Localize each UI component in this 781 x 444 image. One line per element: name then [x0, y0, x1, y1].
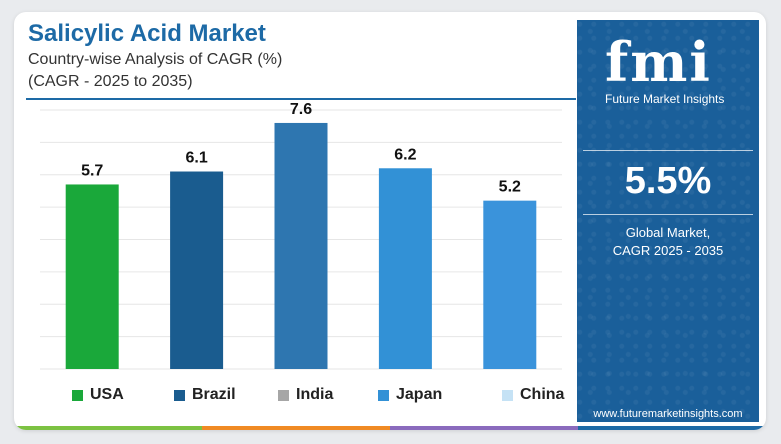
bar-usa	[65, 184, 119, 369]
header-divider	[26, 98, 576, 100]
data-label-china: 5.2	[499, 179, 521, 196]
website-link[interactable]: www.futuremarketinsights.com	[593, 408, 743, 420]
chart-card: Salicylic Acid Market Country-wise Analy…	[14, 12, 766, 430]
chart-legend: USA Brazil India Japan China	[72, 386, 582, 404]
bar-india	[274, 122, 328, 369]
legend-label: Brazil	[192, 386, 236, 403]
legend-item-brazil: Brazil	[174, 386, 278, 404]
legend-label: USA	[90, 386, 124, 403]
panel-texture	[577, 20, 759, 422]
brand-logo: fmi Future Market Insights	[587, 30, 749, 110]
global-cagr-label: Global Market, CAGR 2025 - 2035	[577, 224, 759, 260]
global-cagr-value: 5.5%	[624, 160, 712, 202]
logo-tagline: Future Market Insights	[605, 92, 725, 106]
legend-swatch	[72, 389, 83, 401]
data-label-usa: 5.7	[81, 162, 103, 179]
strip-segment-4	[578, 426, 766, 430]
legend-swatch	[378, 389, 389, 401]
global-cagr-label-line1: Global Market,	[625, 225, 711, 240]
global-cagr-label-line2: CAGR 2025 - 2035	[612, 243, 724, 258]
legend-swatch	[174, 389, 185, 401]
bar-japan	[378, 168, 432, 369]
bar-chart: 5.7 6.1 7.6 6.2 5.2	[40, 101, 562, 370]
logo-wordmark: fmi	[605, 30, 712, 94]
chart-title: Salicylic Acid Market	[28, 20, 266, 47]
legend-swatch	[502, 389, 513, 401]
bottom-color-strip	[14, 426, 766, 430]
data-label-brazil: 6.1	[185, 150, 207, 167]
legend-label: Japan	[396, 386, 443, 403]
legend-swatch	[278, 389, 289, 401]
data-label-india: 7.6	[290, 101, 312, 118]
panel-divider-top	[583, 150, 753, 151]
bar-brazil	[170, 171, 224, 369]
strip-segment-3	[390, 426, 578, 430]
strip-segment-2	[202, 426, 390, 430]
legend-item-usa: USA	[72, 386, 174, 404]
legend-item-india: India	[278, 386, 378, 404]
data-label-japan: 6.2	[394, 146, 416, 163]
chart-period: (CAGR - 2025 to 2035)	[28, 73, 193, 90]
summary-panel: fmi Future Market Insights 5.5% Global M…	[577, 20, 759, 422]
legend-label: India	[296, 386, 334, 403]
bar-china	[483, 200, 537, 369]
legend-item-china: China	[502, 386, 582, 404]
panel-divider-bottom	[583, 214, 753, 215]
chart-subtitle: Country-wise Analysis of CAGR (%)	[28, 51, 283, 68]
legend-item-japan: Japan	[378, 386, 502, 404]
strip-segment-1	[14, 426, 202, 430]
legend-label: China	[520, 386, 565, 403]
